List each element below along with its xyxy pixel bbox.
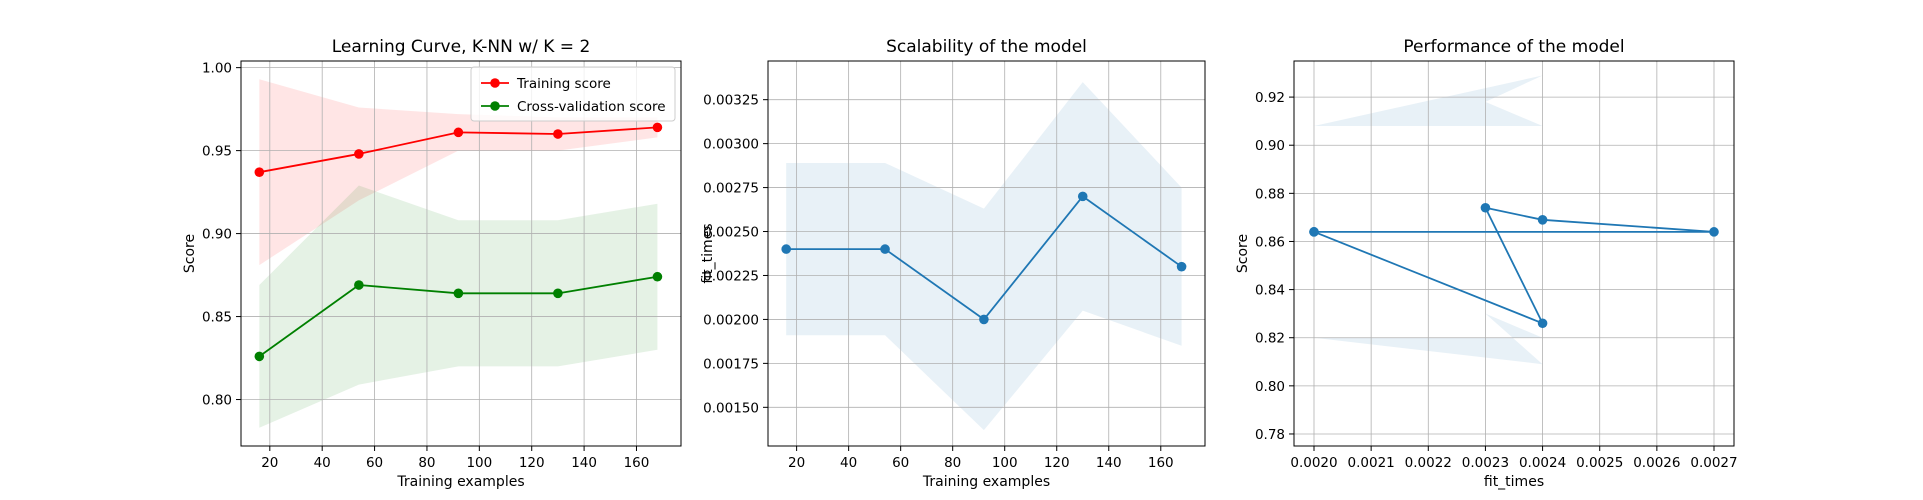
x-tick-label: 0.0022 [1405,455,1452,471]
data-point [652,122,663,133]
y-tick-label: 0.85 [202,310,232,326]
series-band-1 [786,82,1182,431]
x-tick-label: 140 [571,455,597,471]
x-tick-label: 40 [840,455,857,471]
data-point [1537,215,1548,225]
x-tick-label: 60 [892,455,909,471]
data-point [354,149,364,159]
y-axis-label: Score [1235,234,1251,273]
data-point [453,127,464,138]
y-tick-label: 0.82 [1255,331,1285,347]
x-tick-label: 100 [992,455,1018,471]
data-point [254,351,265,362]
data-point [781,244,792,254]
legend: Training score Cross-validation score [470,66,676,122]
x-axis-label: Training examples [396,474,524,490]
x-tick-label: 80 [944,455,961,471]
y-tick-label: 0.90 [1255,138,1285,154]
legend-entry-label: Cross-validation score [517,99,666,115]
y-tick-label: 0.00325 [703,93,759,109]
x-tick-label: 0.0021 [1348,455,1395,471]
y-tick-label: 0.00175 [703,356,759,372]
axes-frame [767,60,1206,447]
x-tick-label: 0.0025 [1576,455,1623,471]
y-tick-label: 0.78 [1255,427,1285,443]
data-point [1309,227,1319,237]
y-tick-label: 0.00225 [703,268,759,284]
y-tick-label: 0.00250 [703,225,759,241]
y-tick-label: 0.80 [1255,379,1285,395]
chart-title: Learning Curve, K-NN w/ K = 2 [332,37,591,57]
legend-swatch-marker [490,78,500,88]
y-tick-label: 0.95 [202,144,232,160]
y-axis-label: fit_times [700,223,716,283]
axes-frame [240,60,682,447]
x-tick-label: 20 [788,455,805,471]
legend-swatch-marker [490,101,500,111]
x-tick-label: 120 [1044,455,1070,471]
chart-title: Scalability of the model [886,37,1087,57]
x-tick-label: 0.0023 [1462,455,1509,471]
y-tick-label: 0.90 [202,227,232,243]
x-axis-label: Training examples [922,474,1050,490]
x-tick-label: 60 [366,455,383,471]
y-tick-label: 1.00 [202,61,232,77]
y-tick-label: 0.92 [1255,90,1285,106]
legend-box [470,66,676,122]
x-tick-label: 100 [466,455,492,471]
data-point [880,244,890,254]
chart-title: Performance of the model [1403,37,1624,57]
legend-entry-label: Training score [516,76,611,92]
data-point [1709,227,1719,237]
x-tick-label: 160 [624,455,650,471]
y-tick-label: 0.00275 [703,181,759,197]
series-line-1 [1313,206,1715,325]
data-point [254,167,265,177]
x-tick-label: 140 [1096,455,1122,471]
chart-panel-3: 0.0020 0.0021 0.0022 0.0023 0.0024 0.0025 0.00… [1235,37,1738,490]
chart-panel-1: 20 40 60 80 100 120 140 160 0.80 0.85 0.90 0.95 1.00… [182,37,682,490]
y-tick-label: 0.86 [1255,234,1285,250]
y-tick-label: 0.84 [1255,283,1285,299]
data-point [1176,261,1187,272]
x-tick-label: 0.0027 [1690,455,1737,471]
data-point [652,271,663,282]
data-point [553,288,563,299]
x-tick-label: 80 [418,455,435,471]
y-tick-label: 0.00300 [703,137,759,153]
grid [241,61,681,446]
x-tick-label: 0.0026 [1633,455,1680,471]
y-tick-label: 0.00200 [703,312,759,328]
grid [1294,61,1734,446]
x-tick-label: 120 [519,455,545,471]
y-tick-label: 0.00150 [703,400,759,416]
x-tick-label: 0.0024 [1519,455,1566,471]
series-band-1 [259,79,658,266]
y-tick-label: 0.88 [1255,186,1285,202]
x-tick-label: 20 [261,455,278,471]
x-tick-label: 40 [314,455,331,471]
data-point [1480,202,1491,213]
panels: 20 40 60 80 100 120 140 160 0.80 0.85 0.90 0.95 1.00… [182,37,1738,490]
data-point [453,288,464,299]
x-tick-label: 0.0020 [1290,455,1337,471]
x-axis-label: fit_times [1484,474,1544,490]
y-axis-label: Score [182,234,198,273]
x-tick-label: 160 [1148,455,1174,471]
data-point [979,314,989,325]
data-point [1537,318,1548,329]
series-band-2 [259,185,658,428]
axes-frame [1293,60,1735,447]
data-point [1077,191,1088,202]
chart-panel-2: 20 40 60 80 100 120 140 160 0.00150 0.00175 0.0020… [700,37,1206,490]
data-point [553,129,563,139]
y-tick-label: 0.80 [202,393,232,409]
data-point [354,280,364,290]
